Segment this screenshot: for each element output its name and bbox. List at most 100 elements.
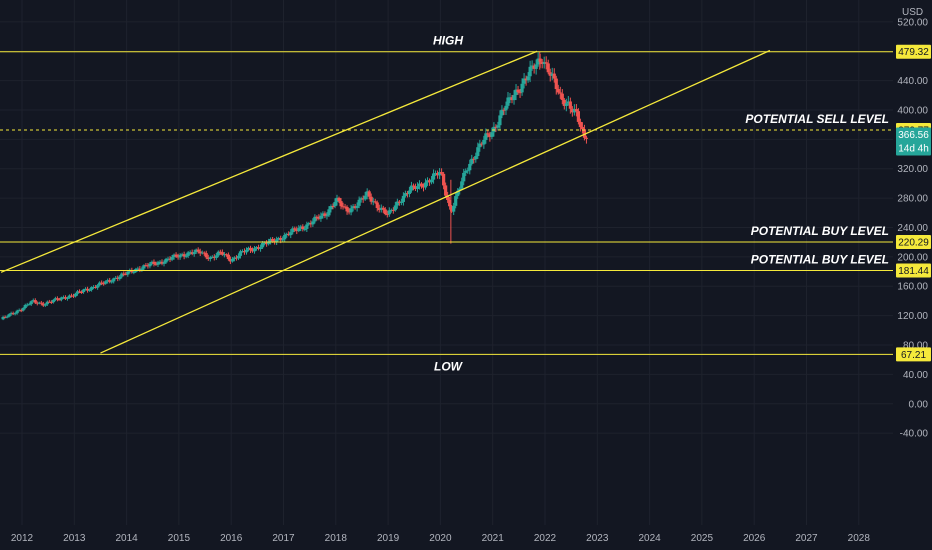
candle (85, 288, 90, 291)
candle (295, 229, 299, 232)
candle (45, 301, 49, 305)
candle (456, 190, 460, 197)
candle (554, 78, 558, 90)
candle (570, 108, 574, 113)
candle (403, 193, 407, 196)
candle (502, 109, 506, 111)
candle (156, 262, 160, 265)
candle (498, 115, 502, 126)
candle (92, 286, 96, 288)
candle (283, 234, 287, 240)
candle (582, 129, 587, 138)
candle (395, 201, 399, 206)
candle (584, 137, 589, 139)
time-axis-panel[interactable] (0, 525, 932, 550)
candle (81, 289, 86, 293)
current-price-badge (896, 127, 931, 156)
candle (7, 314, 11, 317)
candle (301, 226, 305, 230)
candle (96, 285, 100, 288)
candle (176, 256, 180, 258)
candle (287, 233, 291, 236)
candle (291, 228, 295, 233)
candle (540, 61, 544, 65)
candle (154, 263, 158, 265)
candle (504, 105, 508, 111)
candle (158, 261, 162, 263)
candle (454, 196, 458, 206)
candle (65, 297, 70, 299)
candle (297, 228, 301, 232)
candle (437, 172, 442, 176)
time-tick-label: 2020 (429, 533, 452, 544)
candle (279, 238, 283, 241)
price-tick-label: 440.00 (897, 76, 928, 87)
time-tick-label: 2019 (377, 533, 400, 544)
candle (446, 195, 450, 201)
candle (337, 197, 341, 202)
candle (331, 206, 335, 208)
candle (240, 251, 245, 253)
candle (194, 249, 198, 253)
candle (41, 303, 45, 306)
candle (146, 265, 150, 267)
time-tick-label: 2017 (272, 533, 295, 544)
candle (63, 297, 68, 299)
candle (188, 252, 192, 254)
level-badge (896, 234, 931, 249)
price-tick-label: 80.00 (903, 340, 928, 351)
candle (333, 201, 337, 207)
level-badge-label: 67.21 (901, 350, 926, 361)
candle (100, 282, 104, 284)
candle (427, 180, 432, 183)
candle (558, 92, 562, 94)
candle (180, 254, 184, 256)
candle (566, 101, 570, 104)
candle (122, 273, 126, 275)
candle (417, 183, 422, 187)
candle (256, 247, 261, 249)
candle (17, 310, 21, 312)
candle (389, 209, 393, 211)
candle (450, 206, 454, 212)
price-axis-panel[interactable] (893, 0, 932, 525)
candle (11, 313, 15, 315)
candle (112, 278, 116, 282)
candle (496, 125, 500, 128)
candle (110, 281, 114, 283)
candle (51, 299, 55, 303)
candle (385, 214, 389, 216)
candle (552, 73, 556, 79)
candle (343, 206, 347, 208)
candle (67, 295, 72, 298)
price-levels: HIGH POTENTIAL SELL LEVEL POTENTIAL BUY LE… (0, 34, 893, 373)
candle (401, 195, 405, 202)
candle (289, 232, 293, 236)
candle (520, 83, 524, 93)
candle (482, 139, 486, 145)
candle (210, 256, 214, 258)
level-label: POTENTIAL BUY LEVEL (751, 253, 889, 267)
candle (381, 207, 385, 210)
candle (212, 256, 216, 258)
price-tick-label: 120.00 (897, 311, 928, 322)
candle (474, 156, 478, 160)
candle (391, 209, 395, 211)
candle (55, 298, 60, 300)
candle (371, 201, 375, 203)
candle (152, 261, 156, 264)
candle (232, 257, 237, 259)
candle (363, 195, 367, 200)
price-tick-label: 0.00 (909, 399, 929, 410)
candle (234, 257, 239, 259)
candle (415, 186, 420, 189)
candle (373, 201, 377, 203)
candle (132, 271, 136, 273)
candle (242, 251, 247, 253)
channel-line-upper (0, 50, 538, 273)
time-axis: 2012 2013 2014 2015 2016 2017 2018 2019 2020 2021… (11, 533, 870, 544)
candle (150, 261, 154, 264)
candle (120, 273, 124, 277)
